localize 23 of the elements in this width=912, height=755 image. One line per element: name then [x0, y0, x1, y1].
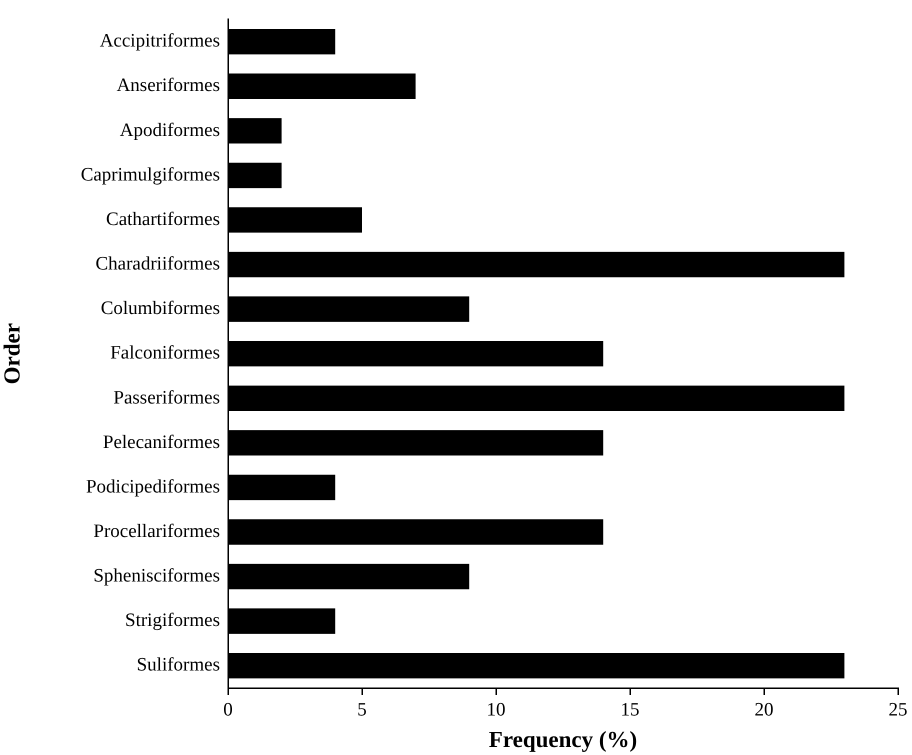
- y-tick-label: Anseriformes: [116, 75, 220, 96]
- y-tick-label: Apodiformes: [120, 120, 220, 141]
- y-tick-label: Passeriformes: [113, 387, 220, 408]
- x-tick-label: 10: [486, 699, 506, 720]
- x-tick-label: 20: [754, 699, 774, 720]
- x-axis-title: Frequency (%): [488, 727, 638, 752]
- y-tick-label: Accipitriformes: [100, 30, 220, 52]
- y-tick-label: Cathartiformes: [106, 208, 220, 230]
- y-tick-label: Podicipediformes: [86, 476, 220, 498]
- y-axis-title: Order: [0, 323, 25, 384]
- y-tick-label: Procellariformes: [93, 520, 220, 542]
- x-tick-label: 0: [223, 699, 233, 720]
- y-tick-label: Pelecaniformes: [102, 432, 220, 453]
- y-tick-label: Columbiformes: [100, 298, 220, 320]
- y-tick-label: Charadriiformes: [95, 254, 220, 275]
- y-tick-label: Sphenisciformes: [93, 566, 220, 587]
- y-tick-label: Suliformes: [136, 654, 220, 676]
- x-tick-label: 15: [620, 699, 640, 720]
- x-tick-label: 25: [888, 699, 908, 720]
- y-tick-label: Caprimulgiformes: [80, 164, 220, 186]
- x-tick-label: 5: [357, 699, 367, 720]
- y-tick-label: Falconiformes: [110, 342, 220, 364]
- y-tick-label: Strigiformes: [125, 610, 220, 632]
